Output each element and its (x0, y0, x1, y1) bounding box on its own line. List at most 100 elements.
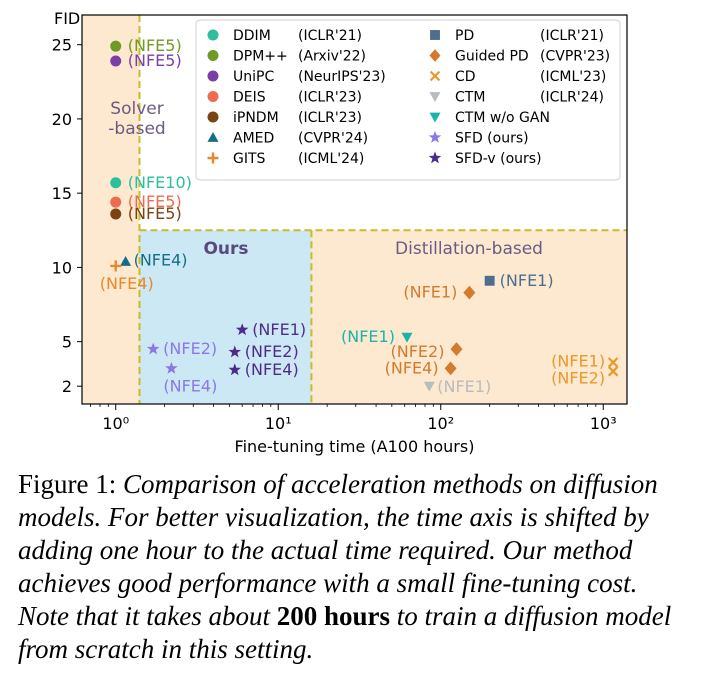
legend-venue-ipndm: (ICLR'23) (298, 110, 362, 126)
y-tick-label: 10 (52, 258, 72, 277)
legend-name-dpm: DPM++ (233, 49, 288, 65)
legend-name-sfd-v-ours: SFD-v (ours) (455, 151, 542, 167)
y-tick-label: 5 (62, 333, 72, 352)
legend-marker-pd (430, 30, 440, 40)
legend-name-guided-pd: Guided PD (455, 49, 529, 65)
chart-figure: Solver-based Ours Distillation-based (NFE1… (52, 9, 628, 456)
point-pd-0 (484, 275, 495, 286)
point-label-ipndm-0: (NFE5) (128, 204, 182, 223)
legend-marker-ctm-w-o-gan (429, 112, 441, 123)
caption-text: Comparison of acceleration methods on di… (18, 469, 658, 631)
point-label-deis-0: (NFE5) (128, 192, 182, 211)
legend-venue-guided-pd: (CVPR'23) (540, 49, 610, 65)
point-ipndm-0 (110, 208, 122, 220)
point-ctm-w-o-gan-0 (401, 332, 413, 343)
y-tick-label: 15 (52, 184, 72, 203)
legend-name-deis: DEIS (233, 90, 266, 106)
point-label-guided-pd-1: (NFE2) (390, 342, 444, 361)
legend-venue-deis: (ICLR'23) (298, 90, 362, 106)
legend-marker-ctm (429, 92, 441, 102)
legend-marker-ddim (207, 29, 219, 41)
x-tick-label: 10² (427, 414, 454, 433)
legend-marker-deis (207, 91, 219, 102)
y-axis-label: FID (54, 9, 80, 28)
region-label-ours: Ours (203, 239, 248, 259)
legend-venue-gits: (ICML'24) (298, 151, 364, 167)
point-ctm-0 (423, 381, 435, 392)
y-tick-label: 2 (62, 377, 72, 396)
point-sfd-v-ours-0 (235, 323, 249, 336)
legend-box (195, 19, 621, 181)
point-amed-0 (120, 255, 132, 266)
point-unipc-0 (110, 55, 122, 67)
region-dividers (138, 15, 627, 404)
x-tick-label: 10¹ (265, 414, 292, 433)
legend-venue-amed: (CVPR'24) (298, 131, 368, 147)
legend-venue-ddim: (ICLR'21) (298, 28, 362, 44)
chart-legend: DDIM (ICLR'21) DPM++ (Arxiv'22) UniPC (NeurIP… (195, 19, 621, 181)
legend-name-gits: GITS (233, 151, 266, 167)
region-label-solver-line2: -based (108, 119, 165, 139)
legend-name-ddim: DDIM (233, 28, 271, 44)
legend-marker-amed (207, 132, 219, 142)
point-cd-1 (607, 366, 619, 377)
legend-marker-gits (207, 152, 219, 164)
legend-marker-sfd-ours (428, 130, 442, 143)
legend-venue-cd: (ICML'23) (540, 69, 606, 85)
caption-figure-label: Figure 1: (18, 469, 117, 499)
legend-venue-ctm: (ICLR'24) (540, 90, 604, 106)
point-sfd-v-ours-1 (228, 345, 241, 358)
legend-name-amed: AMED (233, 131, 274, 147)
point-guided-pd-0 (463, 285, 476, 300)
point-label-dpm-0: (NFE5) (128, 36, 182, 55)
point-label-unipc-0: (NFE5) (128, 51, 182, 70)
y-tick-label: 25 (52, 36, 72, 55)
point-label-ddim-0: (NFE10) (128, 173, 192, 192)
point-label-guided-pd-2: (NFE4) (385, 358, 439, 377)
data-points (110, 40, 619, 392)
legend-name-ctm: CTM (455, 90, 485, 106)
legend-venue-pd: (ICLR'21) (540, 28, 604, 44)
point-deis-0 (110, 196, 122, 208)
region-solver (82, 15, 140, 404)
region-labels: Solver-based Ours Distillation-based (108, 99, 543, 259)
point-label-sfd-ours-1: (NFE4) (163, 376, 217, 395)
point-sfd-ours-1 (165, 361, 178, 374)
legend-name-ctm-w-o-gan: CTM w/o GAN (455, 110, 550, 126)
legend-name-ipndm: iPNDM (233, 110, 279, 126)
point-label-sfd-ours-0: (NFE2) (163, 339, 217, 358)
point-label-sfd-v-ours-2: (NFE4) (245, 360, 299, 379)
point-label-amed-0: (NFE4) (134, 250, 188, 269)
point-label-cd-0: (NFE1) (551, 351, 605, 370)
legend-marker-cd (429, 70, 441, 82)
figure-caption: Figure 1: Comparison of acceleration met… (18, 468, 688, 666)
region-label-distillation: Distillation-based (395, 239, 543, 259)
region-label-solver-line1: Solver (110, 99, 163, 119)
legend-venue-dpm: (Arxiv'22) (298, 49, 366, 65)
point-guided-pd-2 (444, 361, 457, 376)
point-guided-pd-1 (450, 342, 463, 356)
legend-marker-sfd-v-ours (428, 151, 442, 164)
point-label-sfd-v-ours-0: (NFE1) (252, 320, 306, 339)
point-label-ctm-0: (NFE1) (437, 377, 491, 396)
legend-name-cd: CD (455, 69, 476, 85)
legend-marker-unipc (207, 70, 219, 82)
legend-marker-ipndm (207, 111, 219, 123)
legend-marker-dpm (207, 50, 219, 61)
point-sfd-ours-0 (146, 342, 160, 355)
caption-emphasis: 200 hours (276, 601, 391, 631)
legend-name-sfd-ours: SFD (ours) (455, 131, 529, 147)
point-dpm-0 (110, 40, 122, 52)
region-ours (139, 230, 312, 404)
legend-name-unipc: UniPC (233, 69, 274, 85)
region-distillation (311, 230, 627, 404)
legend-marker-guided-pd (429, 49, 441, 62)
x-tick-label: 10³ (590, 414, 617, 433)
legend-venue-unipc: (NeurIPS'23) (298, 69, 386, 85)
x-tick-label: 10⁰ (102, 414, 129, 433)
point-cd-0 (607, 357, 619, 368)
point-sfd-v-ours-2 (228, 363, 241, 376)
y-tick-label: 20 (52, 110, 72, 129)
point-label-guided-pd-0: (NFE1) (403, 283, 457, 302)
